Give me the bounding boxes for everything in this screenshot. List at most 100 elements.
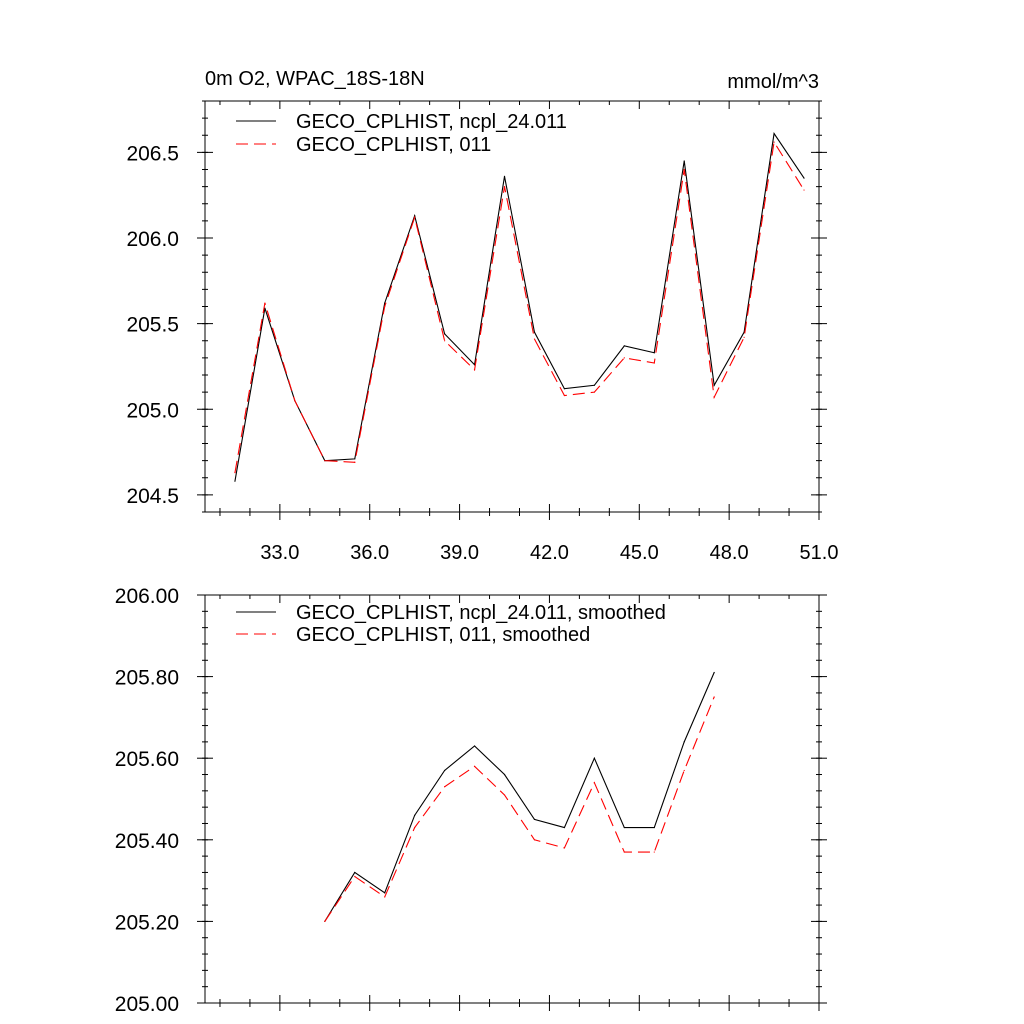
data-point: [354, 875, 356, 878]
legend-label: GECO_CPLHIST, ncpl_24.011, smoothed: [296, 602, 666, 624]
data-point: [444, 340, 446, 342]
data-point: [713, 671, 715, 674]
data-point: [683, 741, 685, 743]
chart-2: 205.00 205.20 205.40 205.60 205.80 206.00 GECO…: [115, 585, 827, 1016]
data-point: [354, 871, 356, 874]
data-point: [414, 216, 416, 219]
chart-1: 33.0 36.0 39.0 42.0 45.0 48.0 51.0204.5205.020…: [126, 68, 838, 564]
data-point: [473, 765, 476, 767]
x-tick-label: 33.0: [260, 542, 299, 564]
data-point: [384, 305, 386, 308]
y-tick-label: 206.0: [126, 228, 179, 251]
data-point: [803, 177, 805, 179]
data-point: [234, 472, 236, 474]
data-point: [713, 696, 715, 698]
data-point: [623, 357, 625, 359]
data-point: [713, 396, 715, 398]
x-tick-label: 42.0: [530, 542, 569, 564]
data-point: [713, 384, 715, 386]
data-point: [294, 400, 296, 402]
series-line: [324, 696, 715, 922]
data-point: [384, 896, 386, 898]
x-axis: [219, 595, 820, 1011]
y-axis: 205.00 205.20 205.40 205.60 205.80 206.00: [115, 585, 827, 1016]
data-point: [623, 826, 625, 829]
y-tick-label: 205.0: [126, 399, 179, 422]
data-point: [473, 369, 476, 371]
data-point: [503, 186, 506, 188]
series-line: [234, 140, 805, 473]
data-point: [653, 826, 655, 829]
x-tick-label: 39.0: [440, 542, 479, 564]
y-tick-label: 206.00: [115, 585, 179, 608]
y-tick-label: 205.40: [115, 830, 179, 853]
y-tick-label: 205.00: [115, 993, 179, 1016]
series-2: [234, 140, 805, 474]
y-tick-label: 205.5: [126, 314, 179, 337]
series-line: [324, 672, 715, 922]
data-point: [773, 132, 775, 135]
data-point: [533, 839, 536, 841]
data-point: [414, 814, 416, 816]
data-point: [653, 851, 655, 853]
y-tick-label: 205.60: [115, 748, 179, 771]
data-point: [563, 388, 566, 390]
data-point: [503, 175, 506, 177]
legend-label: GECO_CPLHIST, ncpl_24.011: [296, 111, 567, 133]
data-point: [354, 461, 356, 463]
series-1: [234, 132, 805, 482]
plot-frame: [204, 100, 820, 513]
data-point: [324, 920, 326, 923]
data-point: [503, 773, 506, 776]
series-1: [324, 671, 715, 923]
chart-title: 0m O2, WPAC_18S-18N: [205, 68, 425, 90]
data-point: [384, 892, 386, 894]
data-point: [533, 331, 536, 333]
legend: GECO_CPLHIST, ncpl_24.011, smoothedGECO_…: [236, 602, 666, 646]
data-point: [563, 826, 566, 829]
data-point: [384, 302, 386, 304]
data-point: [234, 480, 236, 482]
data-point: [324, 460, 326, 462]
data-point: [683, 160, 685, 162]
data-point: [593, 782, 595, 784]
y-tick-label: 205.20: [115, 911, 179, 934]
data-point: [593, 391, 595, 393]
data-point: [473, 745, 476, 747]
data-point: [683, 769, 685, 772]
data-point: [503, 794, 506, 796]
data-point: [593, 384, 595, 386]
data-point: [623, 345, 625, 347]
legend-label: GECO_CPLHIST, 011: [296, 134, 491, 156]
x-tick-label: 48.0: [710, 542, 749, 564]
x-tick-label: 45.0: [620, 542, 659, 564]
units-label: mmol/m^3: [727, 71, 819, 93]
x-axis: 33.0 36.0 39.0 42.0 45.0 48.0 51.0: [219, 101, 839, 564]
y-tick-label: 205.80: [115, 667, 179, 690]
data-point: [653, 352, 655, 354]
data-point: [773, 141, 775, 143]
data-point: [803, 189, 805, 191]
y-axis: 204.5 205.0 205.5 206.0 206.5: [126, 100, 827, 513]
data-point: [444, 333, 446, 335]
data-point: [264, 302, 266, 304]
data-point: [563, 847, 566, 849]
data-point: [354, 458, 356, 460]
x-tick-label: 36.0: [350, 542, 389, 564]
data-point: [533, 338, 536, 340]
data-point: [444, 769, 446, 772]
data-point: [683, 168, 685, 171]
series-line: [234, 132, 805, 482]
legend-label: GECO_CPLHIST, 011, smoothed: [296, 624, 590, 646]
data-point: [444, 786, 446, 788]
series-2: [324, 696, 715, 923]
data-point: [533, 818, 536, 821]
plot-frame: [204, 594, 820, 1004]
y-tick-label: 206.5: [126, 142, 179, 165]
data-point: [414, 826, 416, 829]
data-point: [593, 757, 595, 759]
data-point: [743, 336, 745, 338]
data-point: [623, 851, 625, 853]
x-tick-label: 51.0: [800, 542, 839, 564]
